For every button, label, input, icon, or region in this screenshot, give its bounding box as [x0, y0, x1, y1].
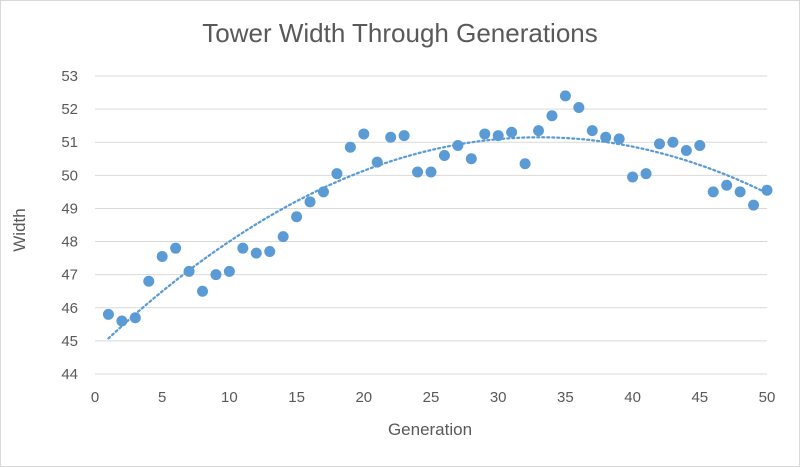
y-tick-label: 51: [61, 134, 78, 151]
data-point: [412, 166, 424, 178]
y-tick-label: 44: [61, 366, 78, 383]
data-point: [573, 101, 585, 113]
data-point: [627, 171, 639, 183]
data-point: [667, 136, 679, 148]
x-tick-label: 25: [423, 389, 440, 406]
data-point: [398, 130, 410, 142]
data-point: [479, 128, 491, 140]
x-tick-label: 15: [288, 389, 305, 406]
y-tick-label: 52: [61, 101, 78, 118]
data-point: [102, 308, 114, 320]
y-tick-label: 48: [61, 234, 78, 251]
data-point: [761, 184, 773, 196]
data-point: [291, 211, 303, 223]
data-point: [438, 149, 450, 161]
data-point: [707, 186, 719, 198]
x-tick-label: 10: [221, 389, 238, 406]
data-point: [116, 315, 128, 327]
data-point: [170, 242, 182, 254]
data-point: [694, 140, 706, 152]
data-point: [237, 242, 249, 254]
data-point: [156, 250, 168, 262]
y-tick-label: 47: [61, 267, 78, 284]
x-tick-label: 0: [91, 389, 99, 406]
data-point: [533, 125, 545, 137]
x-tick-label: 30: [490, 389, 507, 406]
x-tick-label: 45: [691, 389, 708, 406]
data-point: [734, 186, 746, 198]
gridlines: [95, 75, 767, 375]
data-point: [519, 158, 531, 170]
data-point: [317, 186, 329, 198]
data-point: [452, 140, 464, 152]
x-tick-labels: 0 5 10 15 20 25 30 35 40 45 50: [91, 389, 776, 406]
data-point: [385, 131, 397, 143]
x-tick-label: 50: [759, 389, 776, 406]
data-point: [559, 90, 571, 102]
data-point: [223, 265, 235, 277]
y-tick-label: 49: [61, 200, 78, 217]
y-tick-label: 46: [61, 300, 78, 317]
chart-title: Tower Width Through Generations: [202, 18, 598, 48]
data-point: [653, 138, 665, 150]
data-points: [102, 90, 773, 327]
data-point: [358, 128, 370, 140]
data-point: [680, 145, 692, 156]
data-point: [721, 179, 733, 191]
data-point: [250, 247, 262, 259]
data-point: [183, 265, 195, 277]
data-point: [613, 133, 625, 145]
data-point: [143, 275, 155, 287]
y-tick-label: 45: [61, 333, 78, 350]
data-point: [344, 141, 356, 153]
y-tick-label: 53: [61, 68, 78, 85]
data-point: [210, 269, 222, 281]
y-tick-labels: 44 45 46 47 48 49 50 51 52 53: [61, 68, 78, 383]
data-point: [264, 245, 276, 257]
data-point: [492, 130, 504, 142]
data-point: [506, 126, 518, 138]
data-point: [465, 153, 477, 165]
data-point: [371, 156, 383, 168]
x-tick-label: 35: [557, 389, 574, 406]
x-tick-label: 5: [158, 389, 166, 406]
x-tick-label: 40: [624, 389, 641, 406]
data-point: [197, 285, 209, 297]
y-tick-label: 50: [61, 167, 78, 184]
x-tick-label: 20: [355, 389, 372, 406]
data-point: [600, 131, 612, 143]
data-point: [129, 312, 141, 324]
x-axis-title: Generation: [387, 420, 473, 439]
data-point: [640, 168, 652, 180]
data-point: [748, 199, 760, 211]
data-point: [304, 196, 316, 208]
data-point: [331, 168, 343, 180]
trendline-path: [107, 136, 769, 340]
data-point: [277, 231, 289, 243]
data-point: [425, 166, 437, 178]
trendline: [107, 136, 769, 340]
data-point: [546, 110, 558, 122]
data-point: [586, 125, 598, 137]
